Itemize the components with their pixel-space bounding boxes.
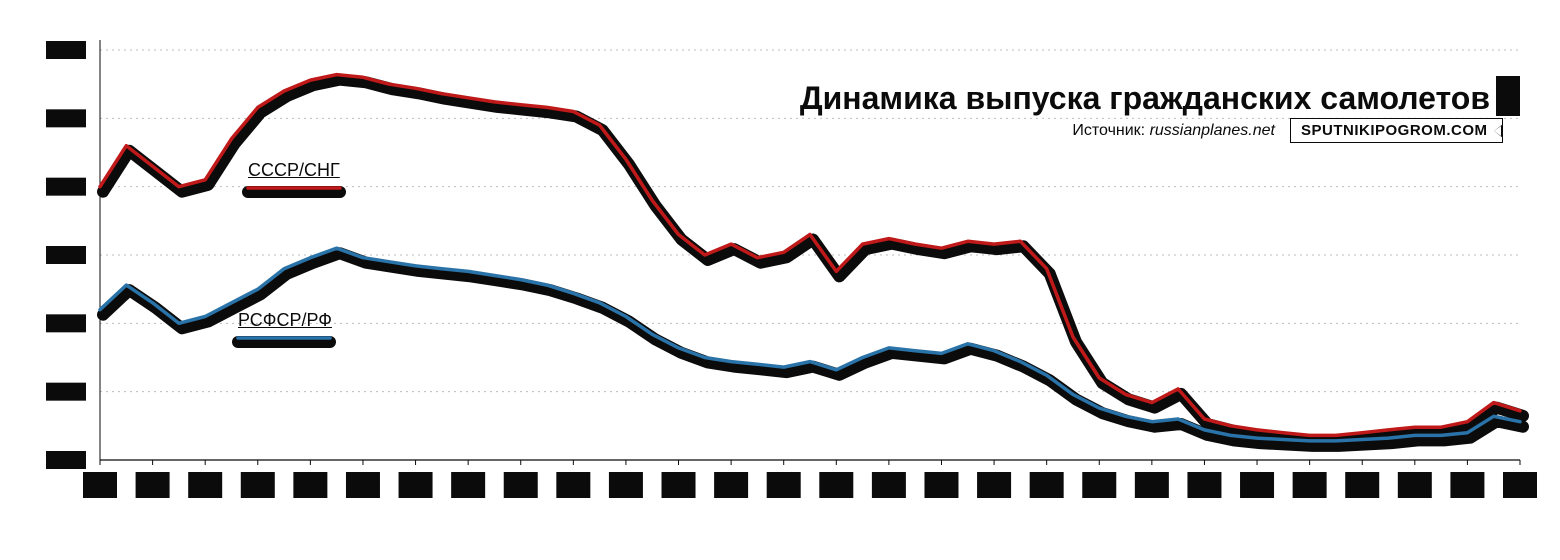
x-tick-box — [1503, 472, 1537, 498]
legend-rsfsr-rf: РСФСР/РФ — [238, 310, 332, 331]
x-tick-box — [136, 472, 170, 498]
y-tick-box — [46, 109, 86, 127]
x-tick-box — [83, 472, 117, 498]
x-tick-box — [609, 472, 643, 498]
chart-title: Динамика выпуска гражданских самолетов — [800, 80, 1490, 117]
title-accent-block — [1496, 76, 1520, 116]
x-tick-box — [1082, 472, 1116, 498]
y-tick-box — [46, 451, 86, 469]
x-tick-box — [399, 472, 433, 498]
x-tick-box — [1030, 472, 1064, 498]
y-tick-box — [46, 178, 86, 196]
x-tick-box — [188, 472, 222, 498]
x-tick-box — [872, 472, 906, 498]
x-tick-box — [1135, 472, 1169, 498]
x-tick-box — [504, 472, 538, 498]
x-tick-box — [924, 472, 958, 498]
x-tick-box — [1345, 472, 1379, 498]
x-tick-box — [556, 472, 590, 498]
y-tick-box — [46, 383, 86, 401]
x-tick-box — [1187, 472, 1221, 498]
source-site: russianplanes.net — [1150, 122, 1275, 139]
x-tick-box — [1293, 472, 1327, 498]
x-tick-box — [1398, 472, 1432, 498]
source-text: Источник: russianplanes.net — [1072, 122, 1275, 140]
y-tick-box — [46, 314, 86, 332]
x-tick-box — [819, 472, 853, 498]
x-tick-box — [1450, 472, 1484, 498]
series-shadow-rsfsr_rf — [103, 253, 1523, 446]
x-tick-box — [714, 472, 748, 498]
x-tick-box — [767, 472, 801, 498]
source-label: Источник: — [1072, 122, 1145, 139]
chart-container: Динамика выпуска гражданских самолетов И… — [0, 0, 1560, 560]
x-tick-box — [451, 472, 485, 498]
site-badge: SPUTNIKIPOGROM.COM — [1290, 118, 1503, 143]
legend-ussr-cis: СССР/СНГ — [248, 160, 340, 181]
y-tick-box — [46, 41, 86, 59]
x-tick-box — [977, 472, 1011, 498]
x-tick-box — [241, 472, 275, 498]
x-tick-box — [662, 472, 696, 498]
x-tick-box — [346, 472, 380, 498]
x-tick-box — [293, 472, 327, 498]
y-tick-box — [46, 246, 86, 264]
x-tick-box — [1240, 472, 1274, 498]
